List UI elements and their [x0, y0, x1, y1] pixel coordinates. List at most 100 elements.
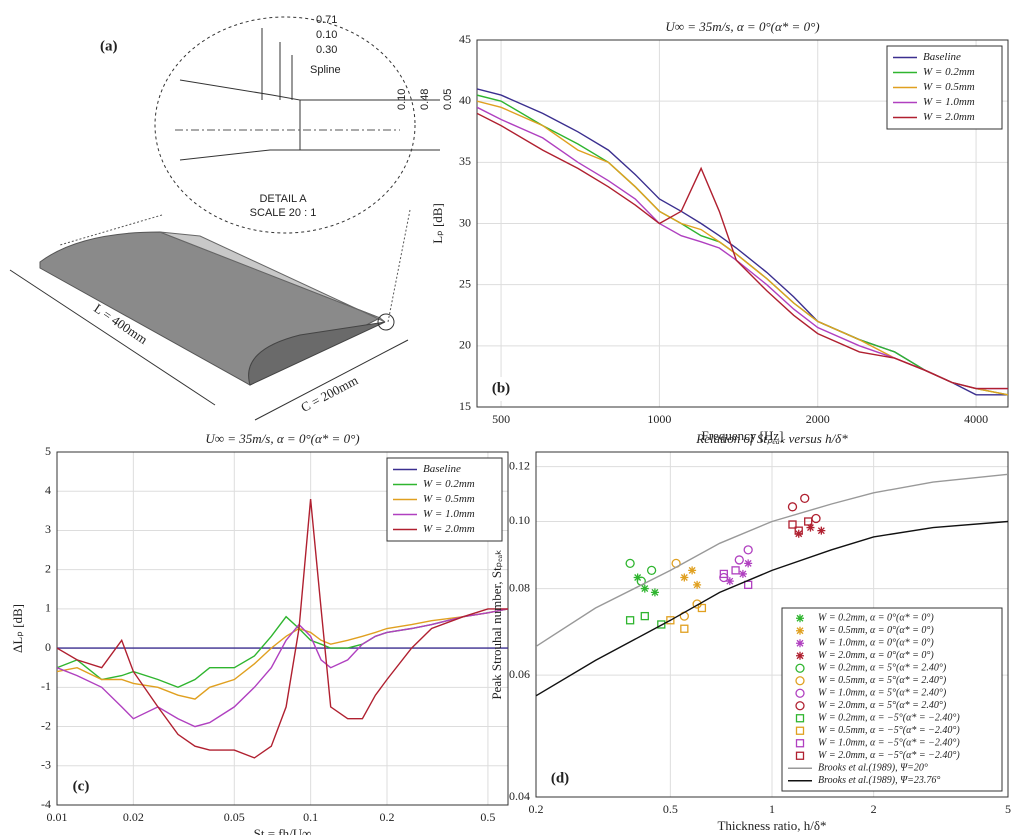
- point: [794, 526, 803, 535]
- point: [800, 493, 810, 503]
- detail-scale: SCALE 20 : 1: [250, 207, 317, 219]
- dimension: 0.48: [419, 89, 431, 110]
- chart-panel: 500 1000 2000 4000 15 20 25 30 35 40 45 U∞ = 35m/s,…: [430, 19, 1009, 443]
- point: [796, 639, 804, 648]
- legend-label: W = 2.0mm: [923, 111, 975, 123]
- x-axis-label: Frequency [Hz]: [702, 428, 784, 443]
- panel-label-box: [483, 377, 519, 401]
- point: [680, 624, 689, 633]
- legend: Baseline W = 0.2mm W = 0.5mm W = 1.0mm W = 2…: [386, 457, 503, 542]
- point: [744, 580, 753, 589]
- point: [646, 565, 657, 576]
- legend-label: Baseline: [923, 51, 961, 63]
- y-tick-label: 20: [459, 338, 471, 352]
- y-tick-label: 0: [45, 640, 51, 654]
- plot-marks: [57, 499, 508, 759]
- legend-label: W = 0.5mm, α = 5°(α* = 2.40°): [818, 675, 947, 686]
- point: [788, 520, 797, 529]
- detail-marker: [377, 313, 395, 331]
- point: [795, 663, 805, 673]
- y-tick-label: 5: [45, 444, 51, 458]
- leader: [387, 209, 411, 323]
- y-tick-label: -2: [41, 718, 51, 732]
- legend-label: W = 1.0mm: [923, 96, 975, 108]
- axes-frame: [476, 39, 1009, 408]
- axes-frame: [535, 451, 1009, 798]
- point: [693, 580, 702, 589]
- legend-label: Brooks et al.(1989), Ψ=20°: [818, 763, 928, 774]
- detail-title: DETAIL A: [259, 193, 307, 205]
- y-tick-label: 40: [459, 93, 471, 107]
- point: [666, 616, 675, 625]
- diagram-panel: (a) 0.71 0.10 0.30 Spline 0.10 0.48 0.05…: [9, 14, 454, 421]
- legend-label: W = 2.0mm, α = 0°(α* = 0°): [818, 650, 934, 661]
- point: [657, 620, 666, 629]
- wing-side: [248, 321, 386, 386]
- y-axis-label: Peak Strouhal number, Stₚₑₐₖ: [489, 549, 504, 699]
- dimension: 0.10: [316, 29, 337, 41]
- x-tick-label: 0.2: [379, 810, 394, 824]
- chart-title: U∞ = 35m/s, α = 0°(α* = 0°): [205, 431, 359, 446]
- legend-label: Brooks et al.(1989), Ψ=23.76°: [818, 775, 940, 786]
- point: [688, 566, 697, 575]
- legend: W = 0.2mm, α = 0°(α* = 0°)W = 0.5mm, α =…: [781, 607, 1003, 792]
- legend-label: W = 1.0mm: [423, 508, 475, 520]
- y-tick-label: 0.12: [509, 458, 530, 472]
- point: [743, 545, 753, 555]
- y-tick-label: 35: [459, 154, 471, 168]
- y-tick-label: 0.10: [509, 513, 530, 527]
- point: [796, 626, 804, 635]
- y-tick-label: -3: [41, 758, 51, 772]
- point: [806, 523, 815, 532]
- y-tick-label: 4: [45, 483, 51, 497]
- point: [731, 566, 740, 575]
- point: [787, 502, 798, 512]
- x-tick-label: 0.1: [303, 810, 318, 824]
- panel-label-box: [542, 767, 578, 791]
- dimension: 0.05: [442, 89, 454, 110]
- legend-label: W = 2.0mm: [423, 523, 475, 535]
- y-tick-label: -4: [41, 797, 51, 811]
- panel-label: (a): [100, 38, 118, 54]
- point: [625, 616, 635, 625]
- legend-label: W = 1.0mm, α = 0°(α* = 0°): [818, 638, 934, 649]
- chord-label: C = 200mm: [298, 372, 360, 414]
- dimension: 0.71: [316, 14, 337, 26]
- span-dimension: [9, 269, 216, 406]
- y-tick-label: 30: [459, 215, 471, 229]
- legend-label: W = 0.5mm, α = 0°(α* = 0°): [818, 625, 934, 636]
- panel-label-box: [63, 775, 99, 799]
- series-line: [477, 112, 1008, 390]
- legend-label: W = 2.0mm, α = −5°(α* = −2.40°): [818, 750, 960, 761]
- x-tick-label: 0.02: [123, 810, 144, 824]
- wing-top: [39, 231, 382, 386]
- legend-label: Baseline: [423, 463, 461, 475]
- x-tick-label: 1: [769, 802, 775, 816]
- panel-label: (d): [551, 770, 569, 786]
- leader: [59, 214, 163, 246]
- point: [817, 526, 826, 535]
- panel-label: (c): [73, 778, 90, 794]
- point: [738, 569, 747, 578]
- x-tick-label: 4000: [964, 412, 988, 426]
- dimension: 0.10: [396, 89, 408, 110]
- point: [795, 714, 805, 723]
- y-axis-label: Lₚ [dB]: [430, 203, 445, 244]
- series-line: [536, 520, 1008, 697]
- point: [625, 558, 635, 569]
- y-tick-label: 0.04: [509, 789, 530, 803]
- point: [725, 577, 734, 586]
- plot-marks: [477, 88, 1008, 396]
- y-tick-label: 0.08: [509, 580, 530, 594]
- x-tick-label: 2000: [806, 412, 830, 426]
- point: [697, 603, 707, 613]
- x-tick-label: 5: [1005, 802, 1011, 816]
- point: [640, 611, 649, 621]
- legend-label: W = 0.2mm: [923, 66, 975, 78]
- point: [744, 559, 753, 568]
- series-line: [57, 499, 508, 759]
- point: [804, 517, 813, 526]
- point: [796, 614, 804, 623]
- x-axis-label: St = fh/U∞: [254, 826, 312, 835]
- legend-label: W = 0.5mm: [923, 81, 975, 93]
